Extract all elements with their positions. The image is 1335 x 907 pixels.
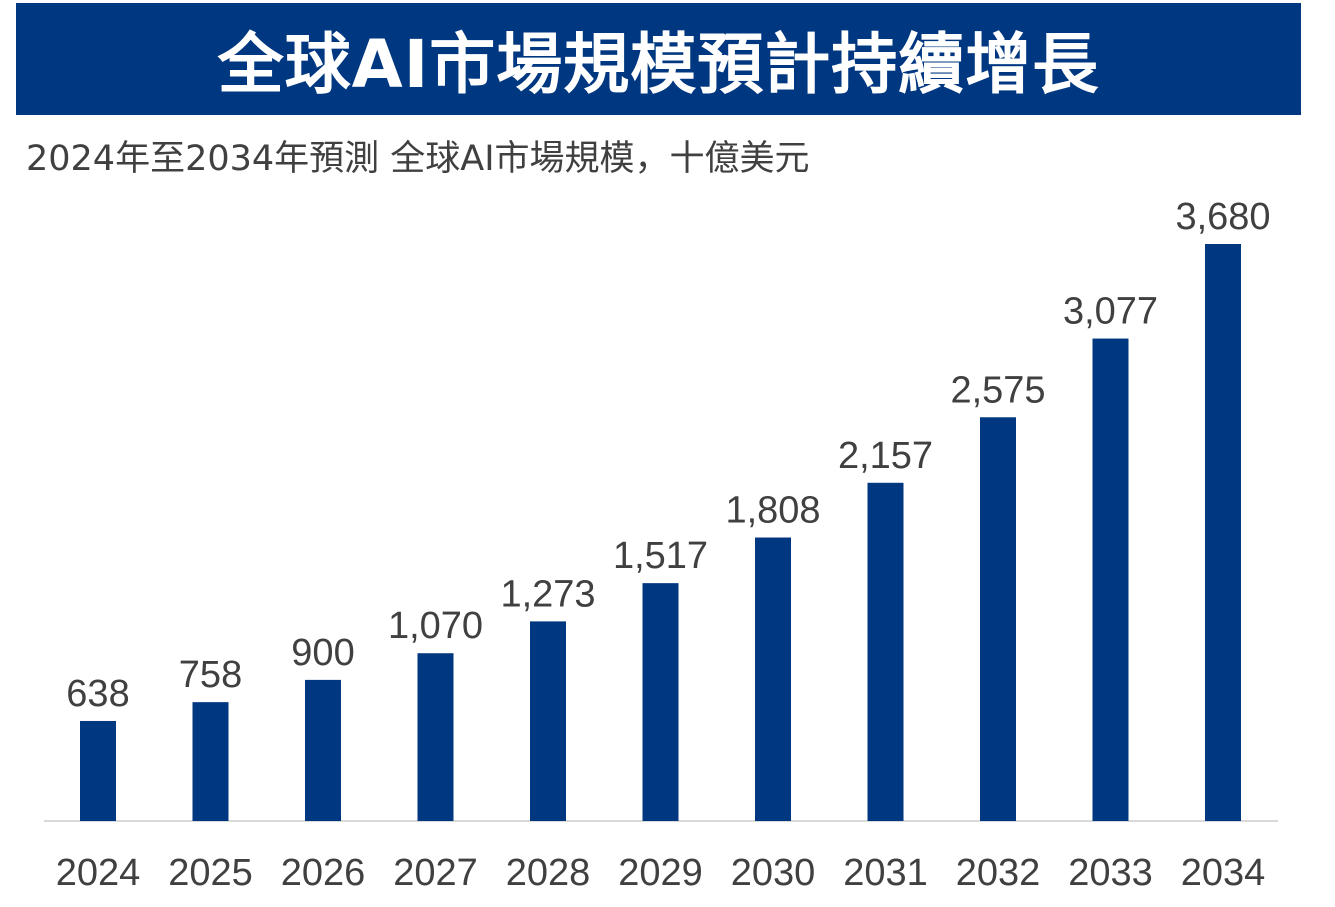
x-tick-label-2027: 2027 [393,852,478,894]
bar-2025 [192,702,229,821]
bar-2024 [80,720,116,821]
bar-2026 [305,679,341,821]
bar-2029 [642,583,679,821]
data-label-2026: 900 [291,632,354,674]
x-tick-label-2028: 2028 [506,852,591,894]
x-tick-label-2034: 2034 [1181,852,1266,894]
data-label-2025: 758 [179,654,242,696]
data-label-2029: 1,517 [613,535,708,577]
bar-2030 [755,537,791,821]
x-tick-label-2033: 2033 [1068,852,1153,894]
data-label-2024: 638 [66,673,129,715]
data-label-2030: 1,808 [725,490,820,532]
x-tick-label-2029: 2029 [618,852,703,894]
data-label-2033: 3,077 [1063,291,1158,333]
x-tick-label-2030: 2030 [731,852,816,894]
data-label-2031: 2,157 [838,435,933,477]
data-label-2028: 1,273 [500,573,595,615]
x-tick-label-2032: 2032 [956,852,1041,894]
x-tick-label-2025: 2025 [168,852,253,894]
data-label-2034: 3,680 [1175,196,1270,238]
title-banner: 全球AI市場規模預計持續增長 [16,3,1301,115]
bar-2027 [417,653,454,821]
bar-2031 [867,482,904,821]
bar-2033 [1092,338,1129,821]
bar-2028 [530,621,566,821]
data-label-2032: 2,575 [950,369,1045,411]
chart-title: 全球AI市場規模預計持續增長 [217,26,1100,103]
x-tick-label-2026: 2026 [281,852,366,894]
data-label-2027: 1,070 [388,605,483,647]
x-tick-label-2031: 2031 [843,852,928,894]
chart-subtitle: 2024年至2034年預測 全球AI市場規模，十億美元 [26,139,810,179]
x-tick-label-2024: 2024 [56,852,141,894]
bar-2032 [980,417,1016,821]
bar-2034 [1205,244,1241,821]
